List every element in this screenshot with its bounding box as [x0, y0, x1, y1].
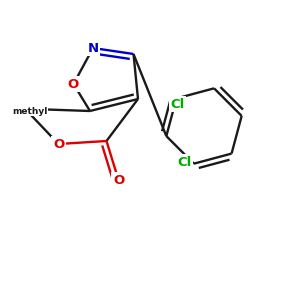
- Text: Cl: Cl: [178, 156, 192, 169]
- Text: N: N: [87, 41, 99, 55]
- Text: Cl: Cl: [171, 98, 185, 111]
- Text: methyl: methyl: [12, 106, 48, 116]
- Text: O: O: [113, 173, 124, 187]
- Text: O: O: [68, 77, 79, 91]
- Text: O: O: [53, 137, 64, 151]
